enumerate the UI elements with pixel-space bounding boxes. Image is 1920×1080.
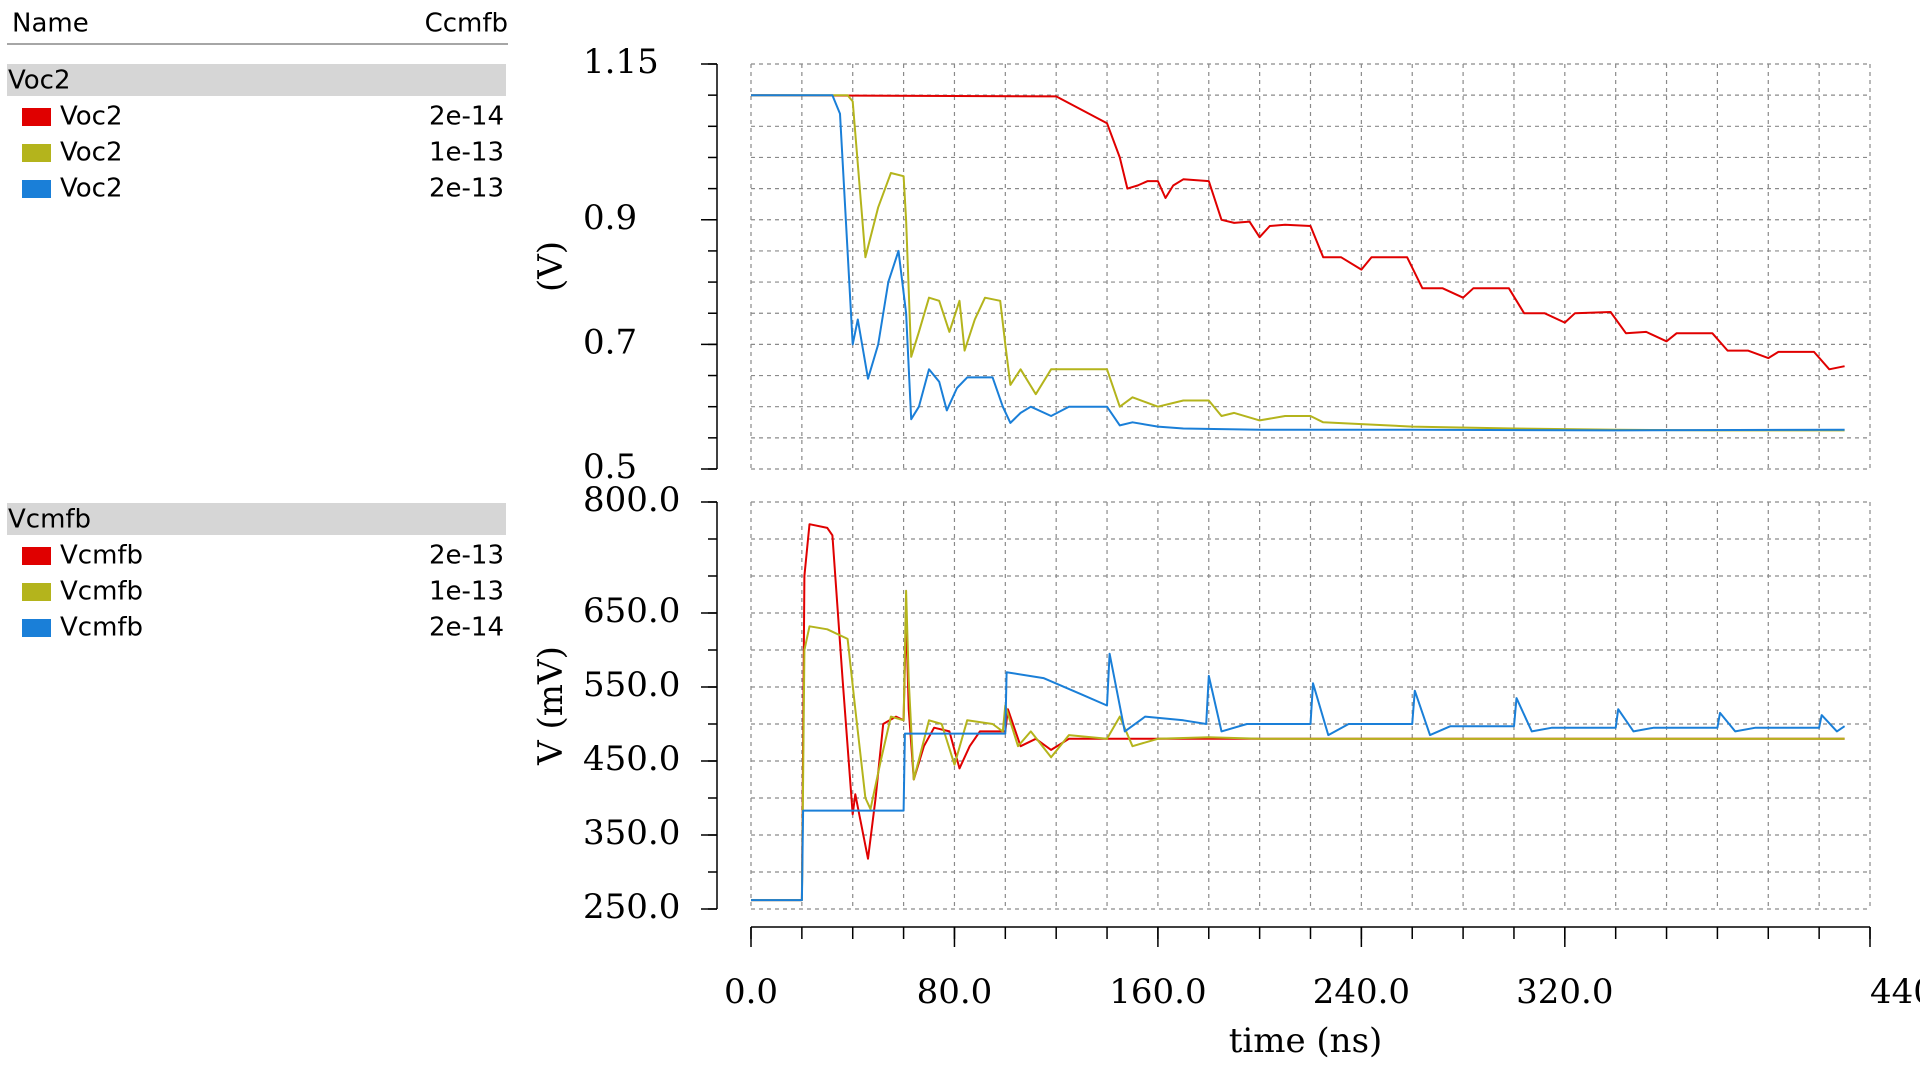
- legend-swatch: [22, 547, 51, 565]
- series-line: [751, 589, 1845, 902]
- series-line: [751, 523, 1845, 902]
- y-tick-label: 250.0: [583, 887, 680, 927]
- y-tick-label: 650.0: [583, 591, 680, 631]
- legend-label: Vcmfb: [60, 541, 143, 571]
- legend-param: 2e-14: [429, 102, 504, 132]
- x-tick-label: 240.0: [1313, 972, 1410, 1012]
- legend-header-name: Name: [12, 9, 89, 39]
- legend-swatch: [22, 619, 51, 637]
- x-tick-label: 80.0: [917, 972, 993, 1012]
- legend-label: Voc2: [60, 102, 123, 132]
- y-tick-label: 800.0: [583, 480, 680, 520]
- y-tick-label: 350.0: [583, 813, 680, 853]
- legend-swatch: [22, 180, 51, 198]
- legend-param: 1e-13: [429, 138, 504, 168]
- legend-swatch: [22, 108, 51, 126]
- x-tick-label: 440.: [1870, 972, 1920, 1012]
- series-line: [750, 94, 1845, 371]
- y-tick-label: 0.9: [583, 198, 637, 238]
- legend-param: 2e-13: [429, 174, 504, 204]
- legend-label: Vcmfb: [60, 613, 143, 643]
- y-tick-label: 450.0: [583, 739, 680, 779]
- x-tick-label: 160.0: [1109, 972, 1206, 1012]
- legend-group: Vcmfb: [8, 505, 91, 535]
- legend-swatch: [22, 583, 51, 601]
- y-tick-label: 550.0: [583, 665, 680, 705]
- y-tick-label: 1.15: [583, 42, 659, 82]
- y-tick-label: 0.7: [583, 322, 637, 362]
- legend-label: Voc2: [60, 138, 123, 168]
- legend-label: Voc2: [60, 174, 123, 204]
- y-axis-label: V (mV): [531, 646, 571, 766]
- legend-param: 2e-13: [429, 541, 504, 571]
- series-line: [751, 652, 1846, 902]
- x-tick-label: 0.0: [724, 972, 778, 1012]
- legend-group: Voc2: [8, 66, 71, 96]
- legend-group-bar: [7, 64, 506, 96]
- legend-header-param: Ccmfb: [425, 9, 508, 39]
- x-axis-label: time (ns): [1229, 1021, 1383, 1061]
- x-tick-label: 320.0: [1516, 972, 1613, 1012]
- y-tick-label: 0.5: [583, 447, 637, 487]
- y-axis-label: (V): [531, 241, 571, 292]
- legend-param: 1e-13: [429, 577, 504, 607]
- legend-group-bar: [7, 503, 506, 535]
- legend-swatch: [22, 144, 51, 162]
- series-line: [751, 94, 1845, 432]
- legend-label: Vcmfb: [60, 577, 143, 607]
- series-line: [751, 94, 1845, 432]
- legend-param: 2e-14: [429, 613, 504, 643]
